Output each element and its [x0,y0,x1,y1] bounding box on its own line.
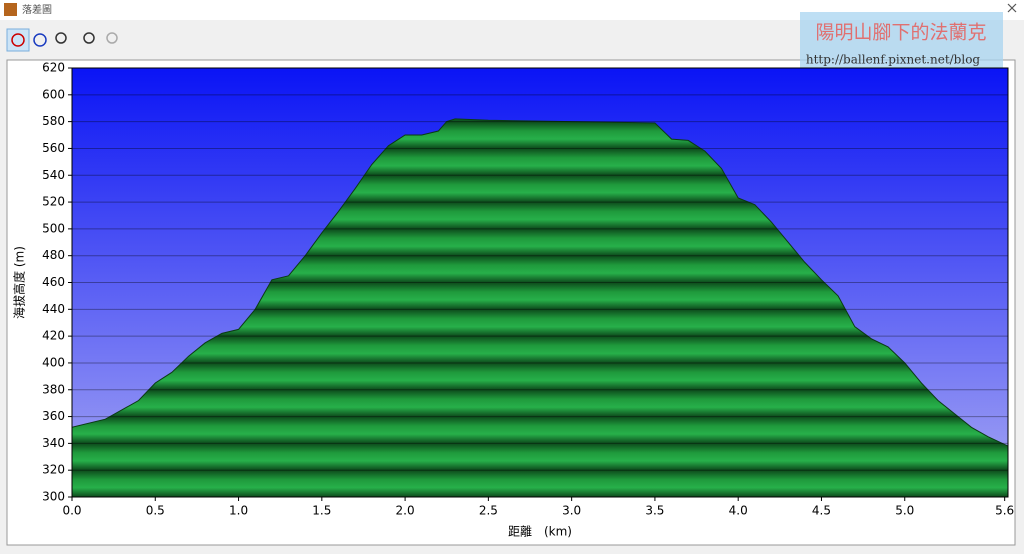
y-tick-label: 620 [42,61,65,75]
zoom-out[interactable] [106,32,118,44]
y-tick-label: 400 [42,355,65,369]
y-tick-label: 480 [42,248,65,262]
x-tick-label: 4.5 [812,504,831,518]
close-button[interactable] [1007,3,1017,13]
x-axis-label: 距離 (km) [508,525,572,539]
x-tick-label: 2.0 [396,504,415,518]
x-tick-label: 0.0 [62,504,81,518]
title-bar [0,0,1024,20]
x-tick-label: 0.5 [146,504,165,518]
y-tick-label: 300 [42,490,65,504]
y-tick-label: 600 [42,87,65,101]
app-icon [4,3,17,16]
zoom-in[interactable] [83,32,95,44]
plot: 300 320 340 360 380 400 420 440 460 480 500 520 540 5… [12,61,1015,539]
y-axis-label: 海拔高度 (m) [12,246,27,319]
x-tick-label: 1.5 [312,504,331,518]
elevation-area [71,118,1009,498]
watermark-box [800,12,1003,78]
y-tick-label: 340 [42,436,65,450]
tool-icon[interactable] [33,33,47,47]
y-tick-label: 360 [42,409,65,423]
tool-button[interactable] [6,28,30,52]
y-tick-label: 540 [42,168,65,182]
x-tick-label: 3.0 [562,504,581,518]
y-tick-label: 560 [42,141,65,155]
y-tick-label: 440 [42,302,65,316]
x-tick-label: 3.5 [645,504,664,518]
x-tick-label: 4.0 [729,504,748,518]
tool-icon[interactable] [11,33,25,47]
y-tick-label: 520 [42,195,65,209]
x-tick-label: 5.0 [895,504,914,518]
y-tick-label: 320 [42,463,65,477]
watermark-title: 陽明山腳下的法蘭克 [815,22,986,44]
y-tick-label: 420 [42,329,65,343]
window-title: 落差圖 [22,3,52,16]
plot-frame [71,67,1009,498]
x-tick-label: 5.6 [995,504,1014,518]
y-tick-label: 500 [42,221,65,235]
y-tick-label: 460 [42,275,65,289]
x-tick-label: 1.0 [229,504,248,518]
y-tick-label: 380 [42,382,65,396]
watermark-url: http://ballenf.pixnet.net/blog [806,53,981,67]
x-tick-label: 2.5 [479,504,498,518]
y-tick-label: 580 [42,114,65,128]
tool-icon[interactable] [55,32,67,44]
